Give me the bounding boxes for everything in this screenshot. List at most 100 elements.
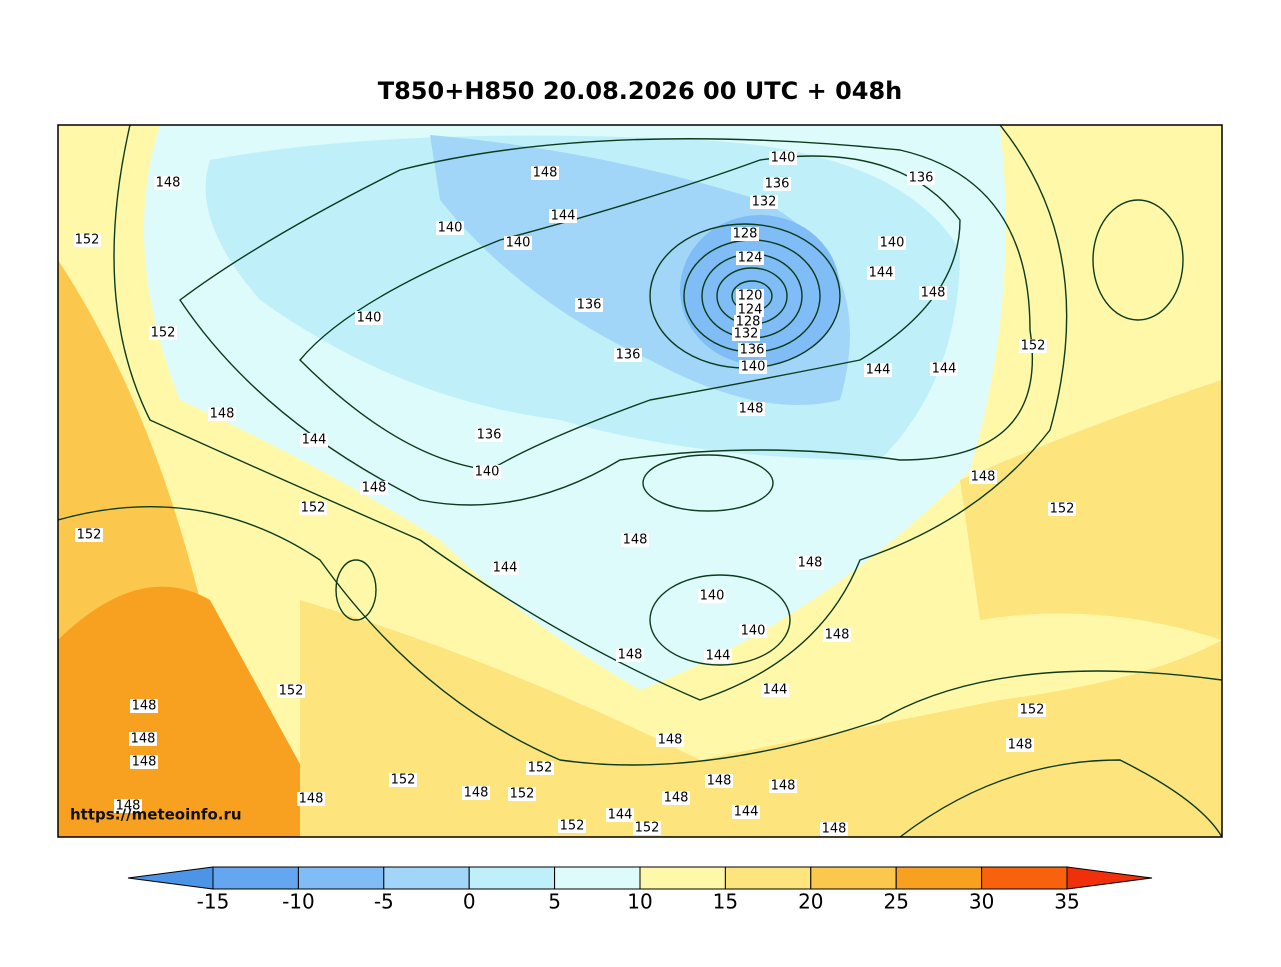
hot-field bbox=[58, 586, 340, 837]
contour-label-bg bbox=[769, 779, 797, 793]
contour-label-bg bbox=[705, 774, 733, 788]
contour-label: 132 bbox=[734, 327, 759, 342]
contour-label: 148 bbox=[299, 792, 324, 807]
contour-label: 152 bbox=[560, 819, 585, 834]
contour-label-bg bbox=[575, 298, 603, 312]
colorbar-segment bbox=[383, 866, 470, 890]
title: T850+H850 20.08.2026 00 UTC + 048h bbox=[378, 77, 903, 105]
contour-label-bg bbox=[462, 786, 490, 800]
contour-label-bg bbox=[919, 286, 947, 300]
contour-label: 148 bbox=[1008, 738, 1033, 753]
contour-label-bg bbox=[508, 787, 536, 801]
contour-label: 152 bbox=[635, 821, 660, 836]
contour-label-bg bbox=[114, 799, 142, 813]
contour-label-bg bbox=[736, 251, 764, 265]
colorbar-tick-label: 25 bbox=[883, 890, 908, 914]
colorbar-segment bbox=[810, 866, 897, 890]
contour-label-bg bbox=[558, 819, 586, 833]
contour-label-bg bbox=[299, 501, 327, 515]
contour-label-bg bbox=[734, 315, 762, 329]
contour-label-bg bbox=[208, 407, 236, 421]
contour-label-bg bbox=[736, 289, 764, 303]
contour-label-bg bbox=[761, 683, 789, 697]
contour-label-bg bbox=[739, 360, 767, 374]
contour-label: 136 bbox=[740, 343, 765, 358]
contour-label-bg bbox=[300, 433, 328, 447]
contour-label: 144 bbox=[763, 683, 788, 698]
contour-label: 140 bbox=[880, 236, 905, 251]
contour-label: 136 bbox=[577, 298, 602, 313]
contour-label: 136 bbox=[909, 171, 934, 186]
contour-label: 152 bbox=[279, 684, 304, 699]
colorbar-tick-label: 20 bbox=[798, 890, 823, 914]
contour-label-bg bbox=[907, 171, 935, 185]
contour-label: 124 bbox=[738, 303, 763, 318]
colorbar-tick-label: 30 bbox=[969, 890, 994, 914]
contour-label: 140 bbox=[475, 465, 500, 480]
contour-label: 148 bbox=[156, 176, 181, 191]
contour-label-bg bbox=[704, 649, 732, 663]
map-frame bbox=[57, 124, 1223, 838]
contour-label-bg bbox=[969, 470, 997, 484]
colorbar-tick-label: 15 bbox=[713, 890, 738, 914]
contour-label: 144 bbox=[866, 363, 891, 378]
contour-label: 152 bbox=[510, 787, 535, 802]
contour-label: 152 bbox=[1050, 502, 1075, 517]
colorbar-segment bbox=[639, 866, 726, 890]
contour-label-bg bbox=[389, 773, 417, 787]
contour-label: 144 bbox=[706, 649, 731, 664]
contour-label: 140 bbox=[741, 624, 766, 639]
contour-label: 148 bbox=[132, 755, 157, 770]
contour-label-bg bbox=[149, 326, 177, 340]
contour-label: 152 bbox=[1021, 339, 1046, 354]
contour-label: 148 bbox=[362, 481, 387, 496]
colorbar-segment bbox=[468, 866, 556, 890]
contour-label: 120 bbox=[738, 289, 763, 304]
contour-label-bg bbox=[491, 561, 519, 575]
contour-label: 148 bbox=[771, 779, 796, 794]
contour-label: 152 bbox=[77, 528, 102, 543]
contour-label: 128 bbox=[736, 315, 761, 330]
contour-label-bg bbox=[75, 528, 103, 542]
colorbar-tick-label: 10 bbox=[627, 890, 652, 914]
contour-label-bg bbox=[1018, 703, 1046, 717]
contour-label-bg bbox=[129, 732, 157, 746]
contour-label: 148 bbox=[210, 407, 235, 422]
colorbar-segment bbox=[212, 866, 299, 890]
colorbar-extend-low bbox=[127, 866, 214, 890]
contour-label-bg bbox=[531, 166, 559, 180]
contour-label-bg bbox=[616, 648, 644, 662]
contour-label: 136 bbox=[616, 348, 641, 363]
contour-label-bg bbox=[633, 821, 661, 835]
contour-label-bg bbox=[355, 311, 383, 325]
contour-label: 140 bbox=[506, 236, 531, 251]
contour-label: 148 bbox=[533, 166, 558, 181]
contour-label-bg bbox=[130, 755, 158, 769]
contour-label: 144 bbox=[608, 808, 633, 823]
watermark: https://meteoinfo.ru bbox=[70, 806, 242, 824]
contour-label-bg bbox=[737, 402, 765, 416]
contour-label-bg bbox=[698, 589, 726, 603]
contour-label: 148 bbox=[798, 556, 823, 571]
contour-label-bg bbox=[621, 533, 649, 547]
contour-label: 148 bbox=[132, 699, 157, 714]
contour-label-bg bbox=[738, 343, 766, 357]
contour-label-bg bbox=[526, 761, 554, 775]
contour-label: 148 bbox=[739, 402, 764, 417]
contour-label: 136 bbox=[477, 428, 502, 443]
contour-label: 144 bbox=[932, 362, 957, 377]
contour-labels: 1481521481441401401401361321281241201241… bbox=[73, 151, 1076, 837]
contour-label: 144 bbox=[551, 209, 576, 224]
colorbar-tick-label: -15 bbox=[197, 890, 230, 914]
contour-label-bg bbox=[656, 733, 684, 747]
contour-label-bg bbox=[475, 428, 503, 442]
contour-label-bg bbox=[549, 209, 577, 223]
contour-label: 148 bbox=[618, 648, 643, 663]
colorbar-segment bbox=[554, 866, 641, 890]
contour-label-bg bbox=[1048, 502, 1076, 516]
contour-label-bg bbox=[769, 151, 797, 165]
contour-label-bg bbox=[662, 791, 690, 805]
contour-label-bg bbox=[867, 266, 895, 280]
map-area: 1481521481441401401401361321281241201241… bbox=[58, 125, 1222, 837]
contour-label: 148 bbox=[971, 470, 996, 485]
